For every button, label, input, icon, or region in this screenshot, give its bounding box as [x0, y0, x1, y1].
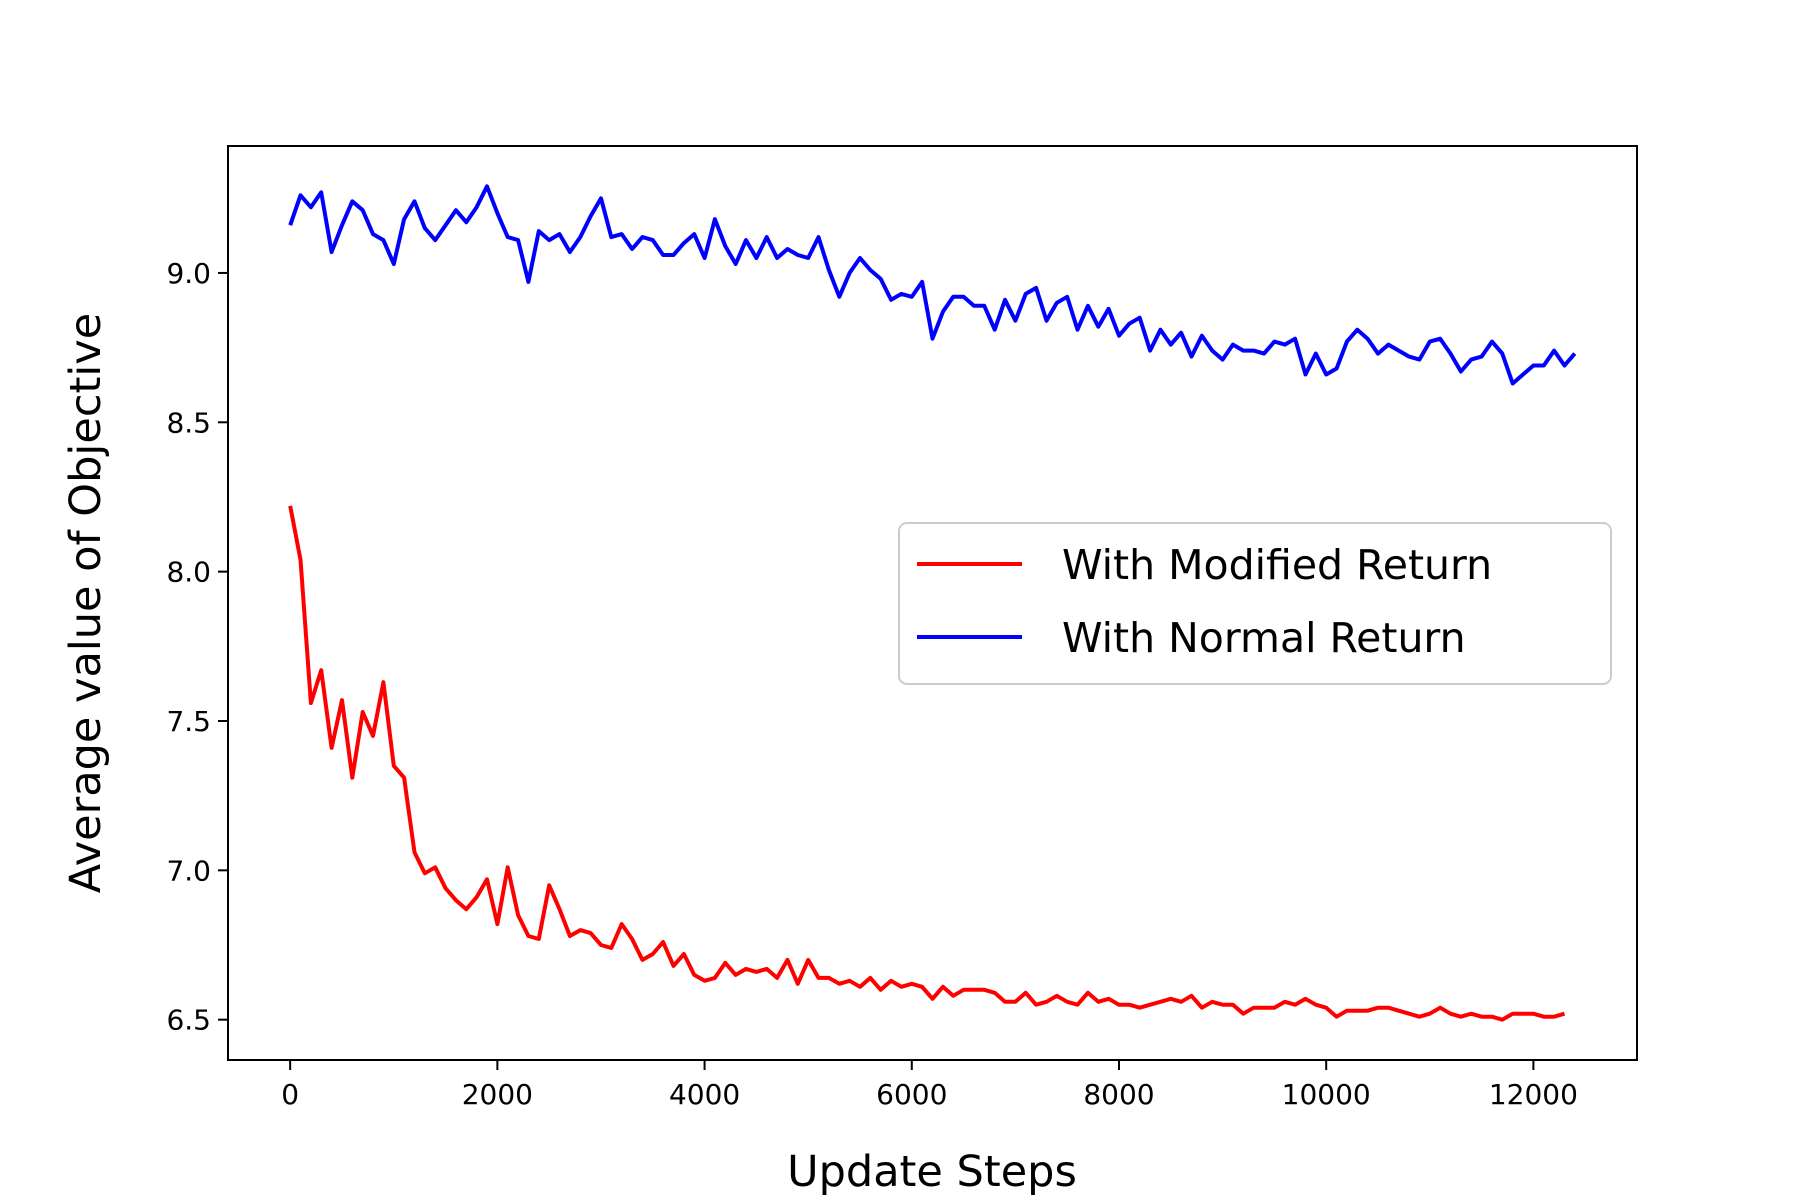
- y-tick-label: 7.0: [166, 854, 211, 887]
- x-axis-title: Update Steps: [787, 1147, 1077, 1197]
- y-tick-label: 6.5: [166, 1004, 211, 1037]
- series-line-0: [288, 505, 1566, 1022]
- legend: With Modified Return With Normal Return: [898, 522, 1612, 685]
- series-layer: [288, 184, 1577, 1022]
- plot-frame: [227, 145, 1638, 1061]
- x-axis: 0 2000 4000 6000 8000 10000 12000: [281, 1060, 1578, 1111]
- y-tick-label: 8.5: [166, 406, 211, 439]
- y-tick-label: 7.5: [166, 705, 211, 738]
- x-tick-label: 6000: [876, 1078, 947, 1111]
- legend-label-modified-return: With Modified Return: [1062, 541, 1492, 589]
- legend-label-normal-return: With Normal Return: [1062, 614, 1466, 662]
- x-tick-label: 10000: [1282, 1078, 1371, 1111]
- x-tick-label: 12000: [1489, 1078, 1578, 1111]
- x-tick-label: 4000: [669, 1078, 740, 1111]
- y-axis: 6.5 7.0 7.5 8.0 8.5 9.0: [166, 257, 228, 1037]
- y-tick-label: 8.0: [166, 556, 211, 589]
- x-tick-label: 0: [281, 1078, 299, 1111]
- y-axis-title: Average value of Objective: [61, 313, 111, 893]
- x-tick-label: 2000: [462, 1078, 533, 1111]
- legend-box: [898, 522, 1612, 685]
- x-tick-label: 8000: [1083, 1078, 1154, 1111]
- series-line-1: [288, 184, 1577, 386]
- y-tick-label: 9.0: [166, 257, 211, 290]
